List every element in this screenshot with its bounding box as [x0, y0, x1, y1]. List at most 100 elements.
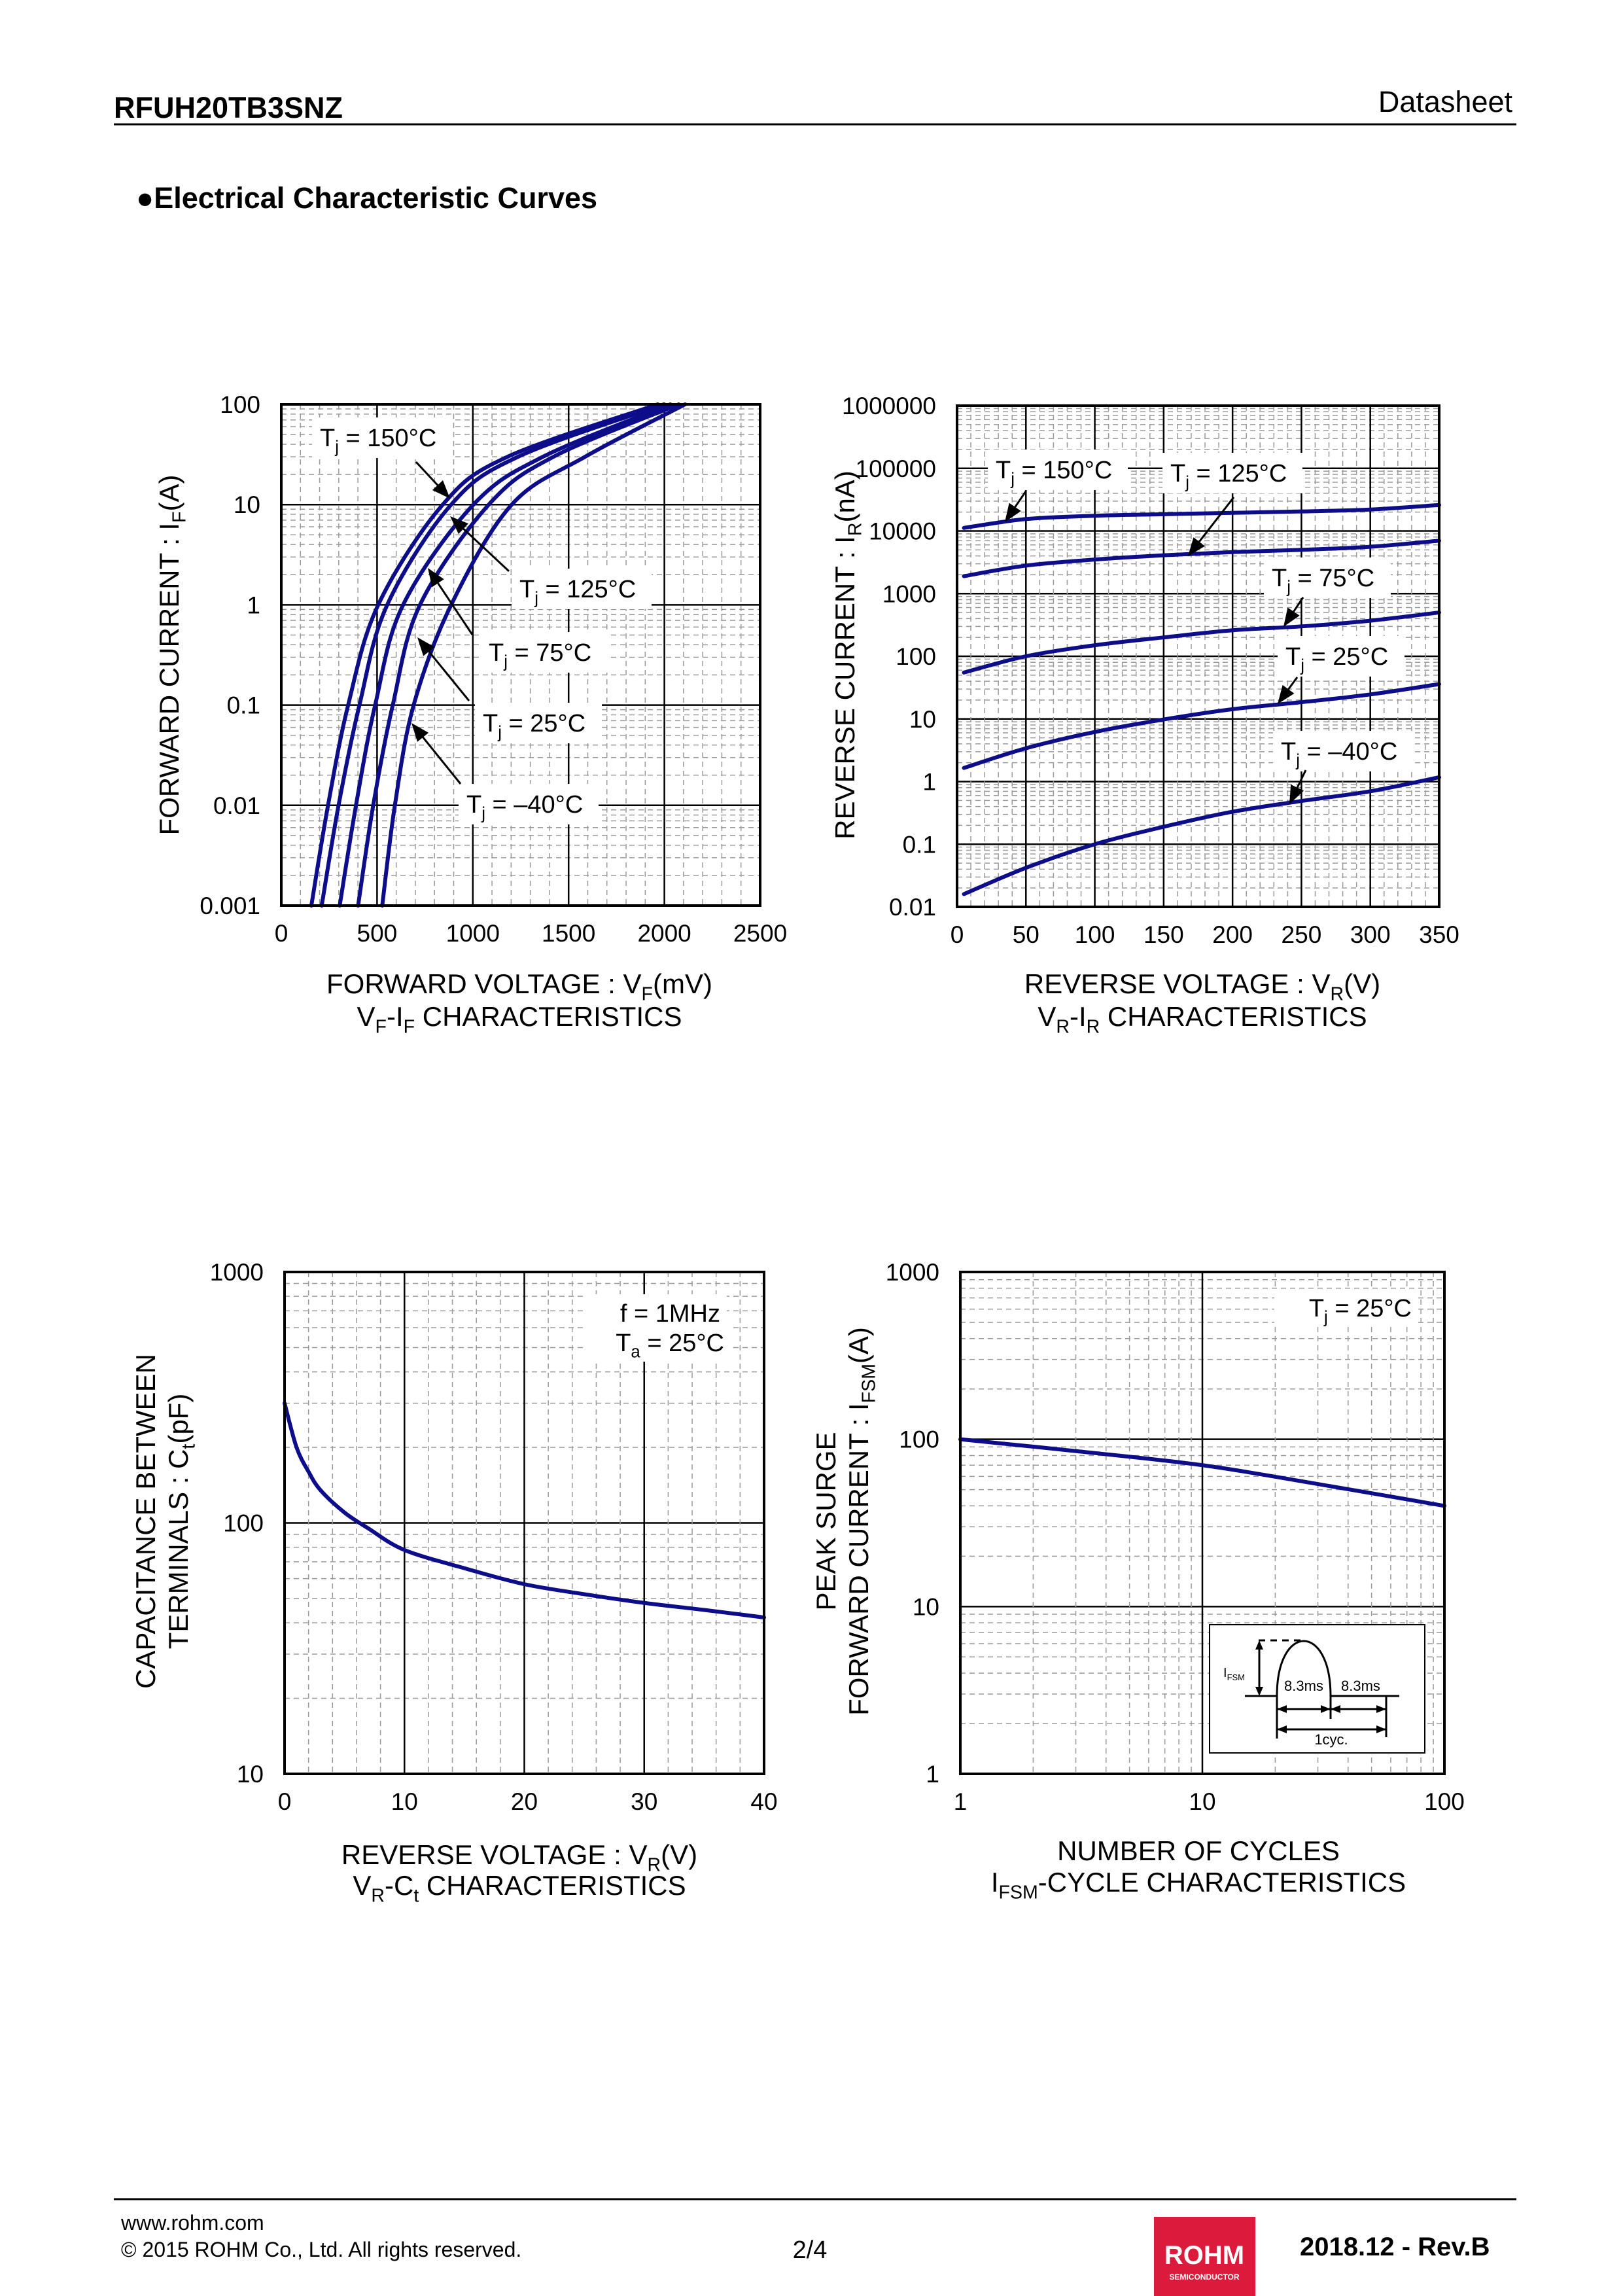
x-tick-label: 20	[511, 1788, 538, 1815]
text-segment: I	[991, 1867, 999, 1898]
y-tick-label: 0.01	[213, 792, 260, 819]
y-axis-label: REVERSE CURRENT : IR(nA)	[829, 470, 866, 839]
x-tick-label: 10	[1189, 1788, 1215, 1815]
x-tick-label: 150	[1143, 921, 1184, 948]
arrow-icon	[1255, 1640, 1263, 1650]
series-label: Tj = 150°C	[320, 425, 436, 457]
x-axis-label: REVERSE VOLTAGE : VR(V)	[341, 1839, 697, 1876]
x-axis-label: REVERSE VOLTAGE : VR(V)	[1024, 968, 1380, 1005]
subscript: j	[1185, 474, 1189, 492]
text-segment: (pF)	[163, 1394, 194, 1444]
arrow-icon	[1283, 607, 1300, 627]
series-curve	[319, 402, 667, 908]
text-segment: T	[1272, 565, 1287, 592]
subscript: j	[1286, 578, 1291, 597]
chart-title: VR-Ct CHARACTERISTICS	[353, 1870, 686, 1907]
arrow-icon	[1255, 1687, 1263, 1696]
x-tick-label: 0	[278, 1788, 292, 1815]
y-tick-label: 10	[913, 1593, 939, 1620]
text-segment: V	[357, 1001, 375, 1032]
x-tick-label: 30	[631, 1788, 657, 1815]
text-segment: T	[489, 639, 504, 667]
series-label: Tj = –40°C	[1281, 738, 1397, 770]
subscript: j	[497, 724, 502, 742]
subscript: FSM	[1227, 1672, 1245, 1682]
label-background	[481, 632, 608, 673]
subscript: F	[169, 511, 190, 522]
text-segment: FORWARD CURRENT : I	[154, 523, 184, 836]
plot-frame	[283, 1271, 765, 1775]
section-title-text: Electrical Characteristic Curves	[154, 181, 597, 215]
footer-website[interactable]: www.rohm.com	[120, 2211, 264, 2234]
subscript: R	[845, 523, 866, 537]
text-segment: CHARACTERISTICS	[415, 1001, 682, 1032]
y-tick-label: 1	[926, 1761, 939, 1788]
text-segment: -C	[385, 1870, 413, 1901]
subscript: F	[375, 1017, 387, 1038]
label-background	[512, 569, 652, 609]
series-label: Tj = –40°C	[466, 791, 583, 823]
text-segment: -CYCLE CHARACTERISTICS	[1038, 1867, 1406, 1898]
x-tick-label: 250	[1282, 921, 1322, 948]
series-curve	[962, 610, 1441, 675]
arrow-icon	[417, 637, 435, 656]
x-tick-label: 100	[1075, 921, 1115, 948]
arrow-icon	[411, 723, 429, 742]
text-segment: (mV)	[653, 968, 712, 999]
condition-label: Ta = 25°C	[616, 1330, 724, 1362]
page-number: 2/4	[793, 2236, 828, 2264]
label-background	[587, 1324, 731, 1362]
arrow-icon	[1289, 784, 1304, 804]
series-curve	[962, 539, 1441, 578]
subscript: j	[1295, 752, 1300, 770]
footer-copyright: © 2015 ROHM Co., Ltd. All rights reserve…	[121, 2238, 521, 2261]
y-tick-label: 0.01	[889, 894, 936, 921]
logo-subtext: SEMICONDUCTOR	[1169, 2272, 1239, 2282]
arrow-icon	[1376, 1705, 1386, 1713]
off-period-label: 8.3ms	[1341, 1678, 1380, 1694]
series-curve	[338, 402, 672, 908]
y-axis-label: PEAK SURGE	[811, 1432, 841, 1610]
leader-line	[437, 582, 474, 635]
subscript: t	[413, 1886, 419, 1907]
subscript: R	[647, 1855, 661, 1876]
arrow-icon	[1277, 1705, 1287, 1713]
plot-frame	[956, 404, 1440, 908]
y-tick-label: 100	[896, 643, 936, 670]
y-tick-label: 10	[234, 491, 260, 518]
y-tick-label: 1000	[210, 1259, 264, 1286]
text-segment: CAPACITANCE BETWEEN	[130, 1354, 161, 1689]
plot-frame	[959, 1271, 1446, 1775]
text-segment: T	[519, 576, 534, 603]
doc-type: Datasheet	[1378, 85, 1513, 118]
series-label: Tj = 125°C	[1170, 460, 1287, 492]
x-tick-label: 10	[391, 1788, 418, 1815]
text-segment: REVERSE VOLTAGE : V	[1024, 968, 1331, 999]
surge-waveform-inset: IFSM 8.3ms 8.3ms 1cyc.	[1209, 1624, 1425, 1754]
label-background	[475, 703, 602, 743]
text-segment: -I	[1070, 1001, 1087, 1032]
series-curve	[962, 682, 1441, 770]
y-tick-label: 100000	[856, 455, 936, 482]
plot-frame	[280, 403, 761, 907]
text-segment: T	[996, 457, 1011, 484]
leader-line	[1198, 497, 1235, 542]
label-background	[1274, 1289, 1418, 1327]
label-background	[1162, 453, 1302, 493]
x-tick-label: 40	[750, 1788, 777, 1815]
text-segment: f = 1MHz	[620, 1300, 720, 1328]
arrow-icon	[1188, 537, 1205, 556]
chart-vf-if: 0 500 1000 1500 2000 2500 0.001 0.01 0.1 1 10 100 FO…	[154, 391, 787, 1038]
text-segment: = 25°C	[502, 710, 585, 737]
text-segment: = –40°C	[1300, 738, 1397, 766]
y-tick-label: 100	[223, 1510, 264, 1537]
text-segment: T	[1309, 1295, 1324, 1322]
subscript: R	[1330, 984, 1344, 1005]
arrow-icon	[432, 480, 450, 499]
y-tick-label: 1	[922, 769, 936, 796]
text-segment: NUMBER OF CYCLES	[1057, 1835, 1340, 1866]
chart-title: IFSM-CYCLE CHARACTERISTICS	[991, 1867, 1406, 1903]
text-segment: CHARACTERISTICS	[419, 1870, 686, 1901]
leader-line	[1014, 491, 1027, 508]
